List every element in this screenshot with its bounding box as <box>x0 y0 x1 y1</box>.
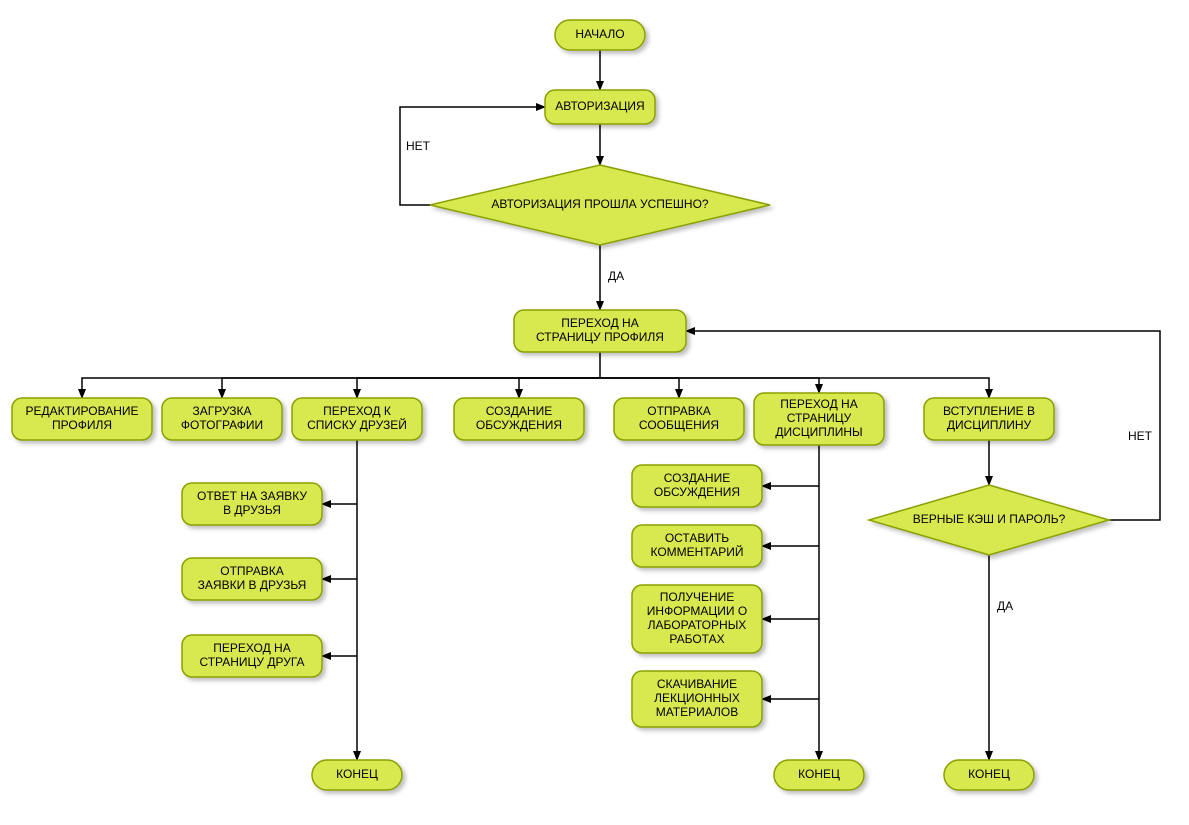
node-label-upload_photo: ЗАГРУЗКАФОТОГРАФИИ <box>181 404 263 432</box>
flow-edge <box>222 378 600 398</box>
node-label-start: НАЧАЛО <box>575 27 624 41</box>
node-label-end2: КОНЕЦ <box>798 767 840 781</box>
node-label-end1: КОНЕЦ <box>336 767 378 781</box>
node-label-auth: АВТОРИЗАЦИЯ <box>555 99 644 113</box>
edge-label: ДА <box>608 269 624 283</box>
flow-edge <box>519 378 600 398</box>
node-label-send_msg: ОТПРАВКАСООБЩЕНИЯ <box>639 404 719 432</box>
flow-edge <box>357 378 600 398</box>
node-label-friend_page: ПЕРЕХОД НАСТРАНИЦУ ДРУГА <box>199 641 304 669</box>
flowchart-canvas: НЕТ ДА ДА НЕТ НАЧАЛО АВТОРИЗАЦИЯ АВТОРИЗАЦИЯ … <box>0 0 1189 825</box>
flow-edge <box>600 378 819 393</box>
node-label-cash_ok: ВЕРНЫЕ КЭШ И ПАРОЛЬ? <box>913 512 1066 526</box>
node-label-disc_download: СКАЧИВАНИЕЛЕКЦИОННЫХМАТЕРИАЛОВ <box>654 677 740 719</box>
node-label-end3: КОНЕЦ <box>968 767 1010 781</box>
edge-label: НЕТ <box>1128 429 1153 443</box>
flow-edge <box>600 378 679 398</box>
node-label-create_disc: СОЗДАНИЕОБСУЖДЕНИЯ <box>476 404 562 432</box>
edge-label: НЕТ <box>406 139 431 153</box>
flow-edge <box>82 352 600 398</box>
edge-label: ДА <box>997 599 1013 613</box>
node-label-discipline_page: ПЕРЕХОД НАСТРАНИЦУДИСЦИПЛИНЫ <box>775 397 862 439</box>
node-label-auth_ok: АВТОРИЗАЦИЯ ПРОШЛА УСПЕШНО? <box>491 197 709 211</box>
nodes: НАЧАЛО АВТОРИЗАЦИЯ АВТОРИЗАЦИЯ ПРОШЛА УСПЕ… <box>12 20 1109 790</box>
node-label-disc_create2: СОЗДАНИЕОБСУЖДЕНИЯ <box>654 471 740 499</box>
node-label-join_discipline: ВСТУПЛЕНИЕ ВДИСЦИПЛИНУ <box>943 404 1035 432</box>
